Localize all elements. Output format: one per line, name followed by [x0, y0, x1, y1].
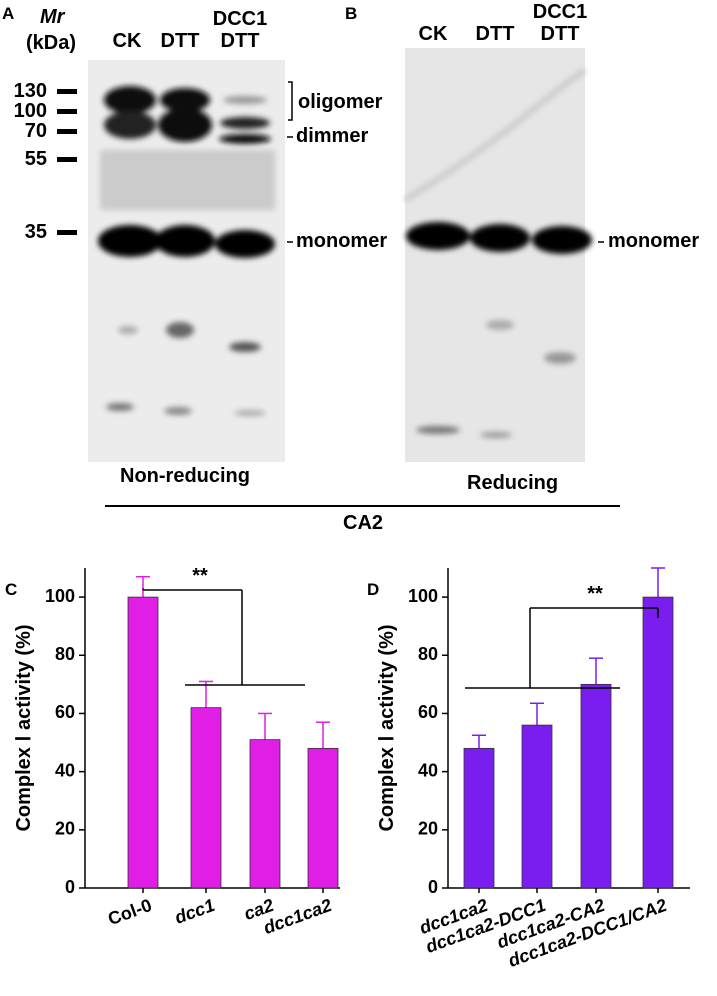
- bar: [127, 596, 159, 889]
- mr-label: Mr: [40, 6, 65, 28]
- blot-b: [405, 48, 585, 462]
- y-tick-label: 100: [408, 586, 438, 606]
- panel-label: A: [2, 4, 15, 23]
- bracket: [288, 81, 293, 121]
- y-tick-label: 20: [55, 819, 75, 839]
- marker-label: 130: [13, 80, 47, 102]
- lane-label: DTT: [160, 30, 200, 52]
- y-tick-label: 60: [418, 702, 438, 722]
- marker-label: 55: [24, 148, 47, 170]
- y-tick-label: 40: [418, 760, 438, 780]
- y-axis-label: Complex Ⅰ activity (%): [376, 624, 398, 831]
- x-tick-label: dcc1: [172, 895, 217, 928]
- lane-label: DCC1 DTT: [532, 1, 588, 45]
- y-tick-label: 60: [55, 702, 75, 722]
- annotation: oligomer: [298, 91, 383, 113]
- lane-label: CK: [112, 30, 142, 52]
- x-tick-label: Col-0: [105, 895, 154, 929]
- bar: [580, 683, 612, 889]
- unit-label: (kDa): [26, 32, 77, 54]
- bands-a: [98, 86, 275, 416]
- y-tick-label: 0: [428, 877, 438, 897]
- condition: Non-reducing: [120, 465, 250, 487]
- y-axis-label: Complex Ⅰ activity (%): [13, 624, 35, 831]
- bar: [521, 724, 553, 889]
- lane-label: DCC1 DTT: [212, 8, 268, 52]
- y-tick-label: 80: [418, 644, 438, 664]
- charts: C Complex Ⅰ activity (%) 0 20 40 60 80 100 Col-0…: [5, 565, 690, 971]
- bar: [463, 747, 495, 889]
- y-tick-label: 20: [418, 819, 438, 839]
- marker-label: 100: [13, 100, 47, 122]
- condition: Reducing: [467, 472, 559, 494]
- annotation: dimmer: [296, 125, 369, 147]
- y-tick-label: 100: [45, 586, 75, 606]
- panel-label: C: [5, 580, 17, 599]
- bar: [307, 747, 339, 889]
- annotation: monomer: [296, 230, 388, 252]
- significance: **: [587, 583, 603, 605]
- lane-label: CK: [418, 23, 448, 45]
- bands-b: [406, 222, 592, 438]
- bar: [249, 739, 281, 889]
- significance: **: [192, 565, 208, 587]
- group-label: CA2: [343, 512, 384, 534]
- marker-label: 35: [24, 221, 47, 243]
- y-tick-label: 80: [55, 644, 75, 664]
- blots: [57, 48, 620, 507]
- lane-label: DTT: [475, 23, 515, 45]
- annotation: monomer: [608, 230, 700, 252]
- panel-label: D: [367, 580, 379, 599]
- marker-bars: [57, 89, 77, 235]
- y-tick-label: 40: [55, 760, 75, 780]
- panel-label: B: [345, 4, 358, 23]
- y-tick-label: 0: [65, 877, 75, 897]
- bar: [642, 596, 674, 889]
- bar: [190, 707, 222, 889]
- marker-label: 70: [24, 120, 47, 142]
